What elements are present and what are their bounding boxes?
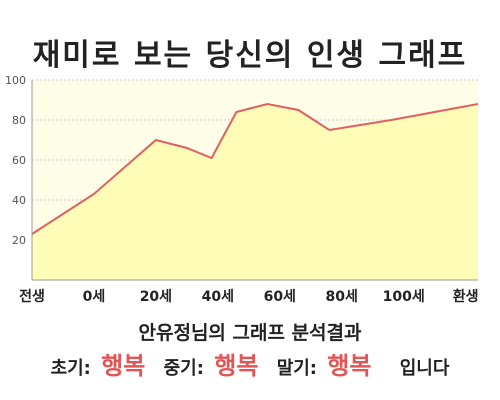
y-tick-label: 100 bbox=[5, 74, 26, 87]
area-fill bbox=[32, 104, 478, 280]
x-tick-label: 0세 bbox=[83, 289, 106, 305]
x-tick-label: 80세 bbox=[326, 289, 358, 305]
x-tick-label: 100세 bbox=[383, 289, 425, 305]
chart-title: 재미로 보는 당신의 인생 그래프 bbox=[32, 38, 468, 73]
middle-phase-value: 행복 bbox=[214, 352, 259, 380]
late-phase-label: 말기: bbox=[276, 358, 318, 379]
x-tick-labels: 전생 0세 20세 40세 60세 80세 100세 환생 bbox=[19, 288, 478, 305]
middle-phase-label: 중기: bbox=[163, 358, 204, 379]
x-tick-label: 20세 bbox=[140, 289, 172, 305]
y-tick-label: 80 bbox=[12, 114, 26, 127]
x-tick-label: 전생 bbox=[19, 288, 45, 305]
y-tick-label: 20 bbox=[12, 234, 26, 247]
late-phase-value: 행복 bbox=[327, 352, 372, 380]
ending-text: 입니다 bbox=[399, 358, 450, 379]
y-tick-label: 60 bbox=[12, 154, 26, 167]
early-phase-value: 행복 bbox=[101, 352, 146, 380]
phase-summary-row: 초기: 행복 중기: 행복 말기: 행복 입니다 bbox=[0, 346, 500, 381]
early-phase-label: 초기: bbox=[50, 358, 91, 379]
axes bbox=[31, 80, 478, 281]
x-tick-label: 40세 bbox=[202, 289, 234, 305]
y-tick-label: 40 bbox=[12, 194, 26, 207]
y-tick-labels: 20 40 60 80 100 bbox=[5, 74, 26, 247]
x-tick-label: 환생 bbox=[453, 288, 479, 305]
series-line bbox=[31, 102, 479, 235]
x-tick-label: 60세 bbox=[264, 289, 296, 305]
analysis-subtitle: 안유정님의 그래프 분석결과 bbox=[138, 322, 362, 344]
